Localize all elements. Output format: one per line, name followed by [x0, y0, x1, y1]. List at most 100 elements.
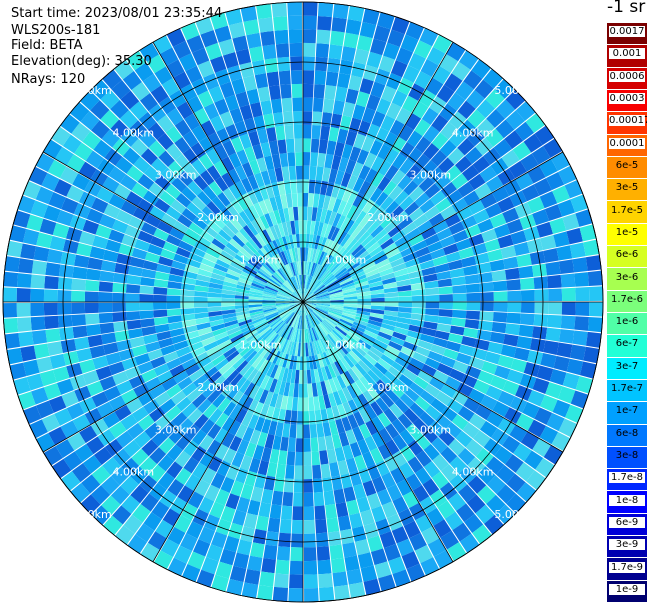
range-gate-cell [235, 408, 248, 424]
range-gate-cell [506, 279, 521, 291]
range-gate-cell [432, 220, 449, 234]
range-gate-cell [399, 195, 415, 211]
range-gate-cell [125, 366, 142, 380]
range-gate-cell [228, 420, 242, 436]
range-gate-cell [308, 261, 314, 276]
range-gate-cell [237, 281, 252, 288]
range-gate-cell [167, 478, 185, 497]
range-gate-cell [219, 548, 236, 566]
range-gate-cell [199, 331, 214, 342]
range-gate-cell [332, 198, 342, 213]
range-gate-cell [97, 428, 116, 447]
range-gate-cell [452, 284, 467, 294]
range-gate-cell [391, 361, 406, 374]
range-gate-cell [507, 290, 522, 302]
range-gate-cell [130, 466, 148, 485]
range-gate-cell [317, 267, 327, 280]
range-gate-cell [312, 311, 323, 323]
range-gate-cell [115, 156, 133, 174]
range-gate-cell [307, 193, 315, 208]
range-gate-cell [120, 174, 138, 191]
range-gate-cell [500, 344, 517, 358]
range-gate-cell [249, 308, 263, 314]
range-gate-cell [141, 326, 157, 337]
range-gate-cell [316, 304, 330, 309]
range-gate-cell [214, 176, 229, 192]
range-gate-cell [327, 283, 341, 291]
colorbar-tick-label: 1e-6 [615, 316, 639, 328]
range-gate-cell [232, 257, 246, 268]
range-gate-cell [304, 587, 319, 602]
range-gate-cell [424, 205, 440, 220]
range-gate-cell [289, 299, 303, 302]
range-gate-cell [312, 478, 323, 493]
range-gate-cell [261, 447, 272, 463]
range-gate-cell [113, 321, 128, 332]
range-gate-cell [376, 98, 392, 115]
range-gate-cell [119, 110, 139, 129]
range-gate-cell [212, 327, 227, 337]
range-gate-cell [290, 277, 298, 290]
range-gate-cell [398, 216, 414, 230]
range-gate-cell [557, 199, 576, 217]
range-gate-cell [343, 308, 357, 314]
range-gate-cell [273, 112, 284, 127]
range-gate-cell [303, 206, 308, 221]
range-gate-cell [494, 446, 513, 465]
range-gate-cell [35, 152, 55, 172]
range-gate-cell [275, 559, 290, 575]
range-gate-cell [239, 247, 253, 260]
range-gate-cell [462, 422, 480, 439]
range-gate-cell [489, 259, 505, 272]
range-gate-cell [520, 302, 535, 314]
range-gate-cell [506, 312, 521, 325]
range-gate-cell [235, 310, 250, 317]
range-gate-cell [130, 485, 149, 504]
range-gate-cell [367, 369, 381, 383]
range-gate-cell [311, 327, 318, 341]
range-gate-cell [137, 361, 154, 375]
range-gate-cell [102, 69, 122, 90]
range-gate-cell [342, 101, 356, 118]
range-gate-cell [248, 238, 260, 252]
range-gate-cell [286, 396, 294, 411]
range-gate-cell [330, 330, 342, 343]
range-gate-cell [56, 378, 74, 395]
range-gate-cell [325, 256, 335, 269]
range-gate-cell [284, 264, 292, 278]
range-gate-cell [153, 294, 167, 302]
range-gate-cell [257, 585, 274, 601]
range-gate-cell [61, 197, 79, 215]
range-gate-cell [371, 250, 386, 261]
range-gate-cell [284, 312, 295, 324]
range-gate-cell [434, 263, 450, 274]
range-gate-cell [69, 102, 90, 122]
range-gate-cell [273, 254, 283, 268]
range-gate-cell [200, 230, 215, 243]
range-gate-cell [323, 254, 333, 268]
range-gate-cell [515, 385, 533, 402]
range-gate-cell [396, 279, 411, 287]
range-gate-cell [287, 2, 302, 17]
range-gate-cell [255, 272, 269, 282]
range-gate-cell [225, 242, 240, 254]
range-gate-cell [357, 120, 371, 137]
range-gate-cell [120, 476, 139, 495]
range-gate-cell [349, 146, 362, 162]
range-gate-cell [120, 414, 138, 431]
range-gate-cell [386, 484, 403, 501]
range-gate-cell [197, 211, 212, 225]
range-gate-cell [339, 59, 354, 76]
range-gate-cell [366, 272, 381, 281]
range-gate-cell [348, 117, 362, 134]
range-gate-cell [418, 176, 435, 193]
range-gate-cell [321, 321, 332, 333]
range-gate-cell [308, 355, 314, 370]
range-gate-cell [295, 165, 303, 180]
range-gate-cell [339, 251, 352, 264]
range-gate-cell [293, 276, 299, 290]
range-gate-cell [275, 303, 290, 307]
range-gate-cell [211, 574, 229, 592]
range-gate-cell [333, 584, 350, 601]
range-gate-cell [512, 141, 532, 161]
